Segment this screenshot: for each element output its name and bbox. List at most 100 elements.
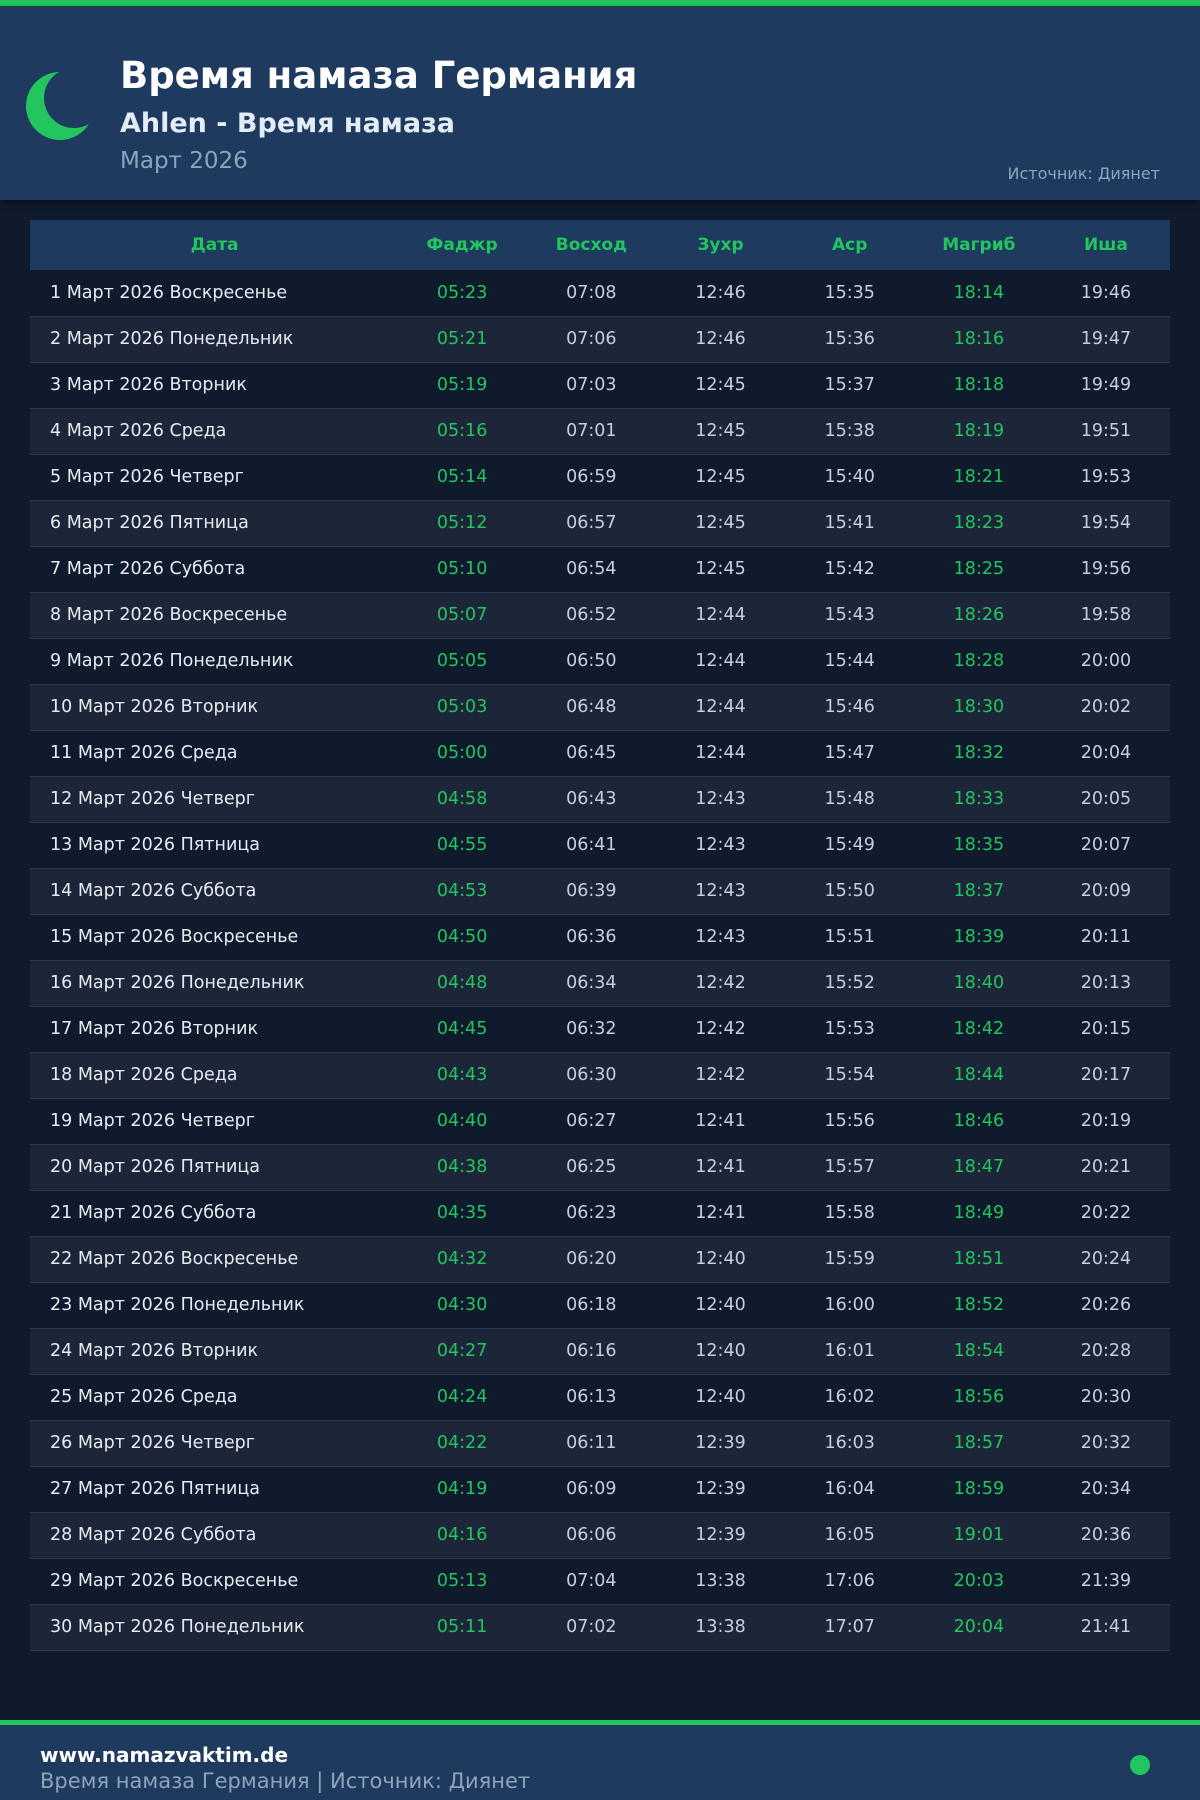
- cell-asr: 15:52: [824, 973, 875, 993]
- cell-fajr: 04:30: [436, 1295, 488, 1315]
- cell-isha: 19:49: [1080, 375, 1132, 395]
- cell-isha: 20:21: [1080, 1157, 1132, 1177]
- cell-asr: 15:58: [824, 1203, 875, 1223]
- cell-fajr: 05:14: [436, 467, 488, 487]
- cell-sunrise: 07:03: [566, 375, 617, 395]
- cell-date: 9 Март 2026 Понедельник: [50, 651, 294, 671]
- cell-asr: 15:47: [824, 743, 875, 763]
- cell-isha: 21:41: [1080, 1617, 1132, 1637]
- cell-dhuhr: 12:44: [695, 605, 746, 625]
- cell-fajr: 04:48: [436, 973, 488, 993]
- cell-dhuhr: 13:38: [695, 1617, 746, 1637]
- cell-isha: 20:07: [1080, 835, 1132, 855]
- cell-isha: 20:11: [1080, 927, 1132, 947]
- cell-date: 26 Март 2026 Четверг: [50, 1433, 255, 1453]
- table-row: 3 Март 2026 Вторник 05:19 07:03 12:45 15:37 1…: [30, 362, 1170, 408]
- cell-asr: 15:53: [824, 1019, 875, 1039]
- cell-isha: 20:02: [1080, 697, 1132, 717]
- cell-date: 21 Март 2026 Суббота: [50, 1203, 257, 1223]
- cell-sunrise: 07:08: [566, 282, 617, 303]
- cell-date: 29 Март 2026 Воскресенье: [50, 1571, 299, 1591]
- cell-sunrise: 06:23: [566, 1203, 617, 1223]
- cell-date: 14 Март 2026 Суббота: [50, 881, 257, 901]
- cell-sunrise: 06:27: [566, 1111, 617, 1131]
- cell-fajr: 04:27: [436, 1341, 488, 1361]
- cell-maghrib: 19:01: [953, 1525, 1005, 1545]
- cell-isha: 19:47: [1080, 329, 1132, 349]
- cell-asr: 16:03: [824, 1433, 875, 1453]
- table-row: 15 Март 2026 Воскресенье 04:50 06:36 12:43 1…: [30, 914, 1170, 960]
- cell-asr: 16:04: [824, 1479, 875, 1499]
- cell-isha: 20:28: [1080, 1341, 1132, 1361]
- cell-asr: 17:07: [824, 1617, 875, 1637]
- column-header-sunrise: Восход: [555, 235, 627, 255]
- cell-maghrib: 18:33: [953, 789, 1005, 809]
- status-dot-icon: [1130, 1755, 1150, 1775]
- cell-dhuhr: 12:44: [695, 743, 746, 763]
- cell-asr: 15:46: [824, 697, 875, 717]
- cell-date: 4 Март 2026 Среда: [50, 421, 227, 441]
- cell-dhuhr: 12:40: [695, 1295, 746, 1315]
- cell-date: 27 Март 2026 Пятница: [50, 1479, 260, 1499]
- cell-date: 22 Март 2026 Воскресенье: [50, 1249, 299, 1269]
- cell-date: 18 Март 2026 Среда: [50, 1065, 238, 1085]
- cell-isha: 19:56: [1080, 559, 1132, 579]
- cell-dhuhr: 13:38: [695, 1571, 746, 1591]
- cell-asr: 15:59: [824, 1249, 875, 1269]
- page-footer: www.namazvaktim.de Время намаза Германия…: [0, 1720, 1200, 1800]
- cell-date: 13 Март 2026 Пятница: [50, 835, 260, 855]
- cell-maghrib: 18:42: [953, 1019, 1005, 1039]
- cell-isha: 19:54: [1080, 513, 1132, 533]
- cell-fajr: 04:53: [436, 881, 488, 901]
- cell-date: 1 Март 2026 Воскресенье: [50, 282, 288, 303]
- cell-sunrise: 06:43: [566, 789, 617, 809]
- cell-fajr: 04:24: [436, 1387, 488, 1407]
- cell-date: 16 Март 2026 Понедельник: [50, 973, 305, 993]
- table-header-row: Дата Фаджр Восход Зухр Аср Магриб Иша: [30, 220, 1170, 270]
- cell-dhuhr: 12:41: [695, 1203, 746, 1223]
- cell-isha: 20:22: [1080, 1203, 1132, 1223]
- cell-date: 15 Март 2026 Воскресенье: [50, 927, 299, 947]
- cell-dhuhr: 12:43: [695, 881, 746, 901]
- cell-fajr: 04:19: [436, 1479, 488, 1499]
- cell-sunrise: 07:06: [566, 329, 617, 349]
- cell-maghrib: 18:23: [953, 513, 1005, 533]
- page-header: Время намаза Германия Ahlen - Время нама…: [0, 6, 1200, 200]
- table-row: 25 Март 2026 Среда 04:24 06:13 12:40 16:02 18…: [30, 1374, 1170, 1420]
- cell-date: 24 Март 2026 Вторник: [50, 1341, 259, 1361]
- cell-sunrise: 07:02: [566, 1617, 617, 1637]
- cell-date: 17 Март 2026 Вторник: [50, 1019, 259, 1039]
- cell-fajr: 04:32: [436, 1249, 488, 1269]
- cell-date: 12 Март 2026 Четверг: [50, 789, 255, 809]
- table-row: 24 Март 2026 Вторник 04:27 06:16 12:40 16:01…: [30, 1328, 1170, 1374]
- cell-isha: 20:05: [1080, 789, 1132, 809]
- cell-dhuhr: 12:45: [695, 513, 746, 533]
- cell-maghrib: 20:04: [953, 1617, 1005, 1637]
- cell-fajr: 04:16: [436, 1525, 488, 1545]
- cell-dhuhr: 12:43: [695, 789, 746, 809]
- cell-isha: 20:13: [1080, 973, 1132, 993]
- cell-isha: 19:58: [1080, 605, 1132, 625]
- cell-maghrib: 18:54: [953, 1341, 1005, 1361]
- cell-fajr: 04:22: [436, 1433, 488, 1453]
- cell-maghrib: 18:21: [953, 467, 1005, 487]
- cell-asr: 16:01: [824, 1341, 875, 1361]
- cell-maghrib: 18:28: [953, 651, 1005, 671]
- cell-maghrib: 18:25: [953, 559, 1005, 579]
- cell-date: 8 Март 2026 Воскресенье: [50, 605, 288, 625]
- cell-date: 6 Март 2026 Пятница: [50, 513, 249, 533]
- cell-date: 20 Март 2026 Пятница: [50, 1157, 260, 1177]
- cell-asr: 15:42: [824, 559, 875, 579]
- cell-maghrib: 18:39: [953, 927, 1005, 947]
- footer-site-link[interactable]: www.namazvaktim.de: [40, 1743, 289, 1767]
- table-row: 1 Март 2026 Воскресенье 05:23 07:08 12:46 15…: [30, 270, 1170, 316]
- cell-maghrib: 18:40: [953, 973, 1005, 993]
- table-row: 29 Март 2026 Воскресенье 05:13 07:04 13:38 1…: [30, 1558, 1170, 1604]
- cell-fajr: 05:21: [436, 329, 488, 349]
- cell-sunrise: 06:16: [566, 1341, 617, 1361]
- cell-fajr: 05:19: [436, 375, 488, 395]
- cell-dhuhr: 12:45: [695, 559, 746, 579]
- cell-dhuhr: 12:43: [695, 835, 746, 855]
- cell-date: 5 Март 2026 Четверг: [50, 467, 244, 487]
- column-header-isha: Иша: [1084, 235, 1128, 255]
